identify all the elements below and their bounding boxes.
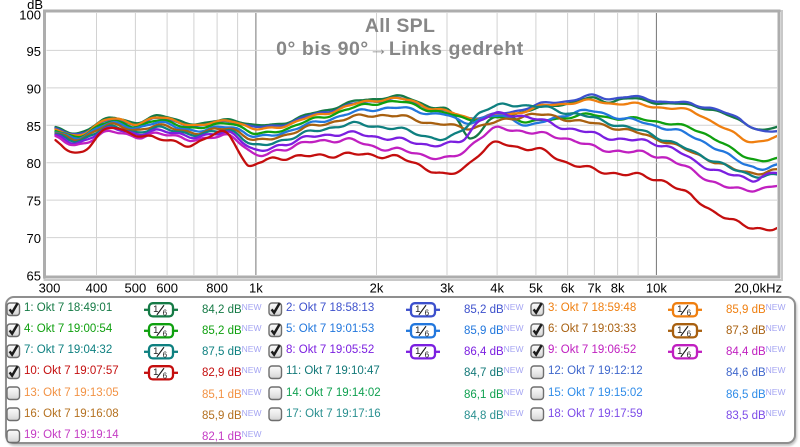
svg-text:6: 6 [686, 308, 691, 317]
svg-text:85: 85 [27, 119, 41, 134]
svg-text:6: 6 [686, 330, 691, 339]
svg-text:dB: dB [27, 0, 43, 12]
svg-text:1k: 1k [249, 281, 263, 296]
svg-text:6: 6 [162, 372, 167, 381]
svg-text:90: 90 [27, 81, 41, 96]
svg-text:1: 1 [153, 367, 158, 378]
svg-text:All SPL: All SPL [365, 15, 435, 37]
svg-text:100: 100 [19, 8, 41, 23]
svg-text:6: 6 [162, 330, 167, 339]
svg-text:80: 80 [27, 156, 41, 171]
svg-text:6: 6 [424, 330, 429, 339]
svg-text:4k: 4k [490, 281, 504, 296]
svg-text:95: 95 [27, 44, 41, 59]
svg-text:6: 6 [424, 351, 429, 360]
svg-text:1: 1 [677, 346, 682, 357]
svg-text:3k: 3k [440, 281, 454, 296]
svg-text:0° bis 90°→Links gedreht: 0° bis 90°→Links gedreht [276, 38, 524, 60]
svg-text:1: 1 [677, 304, 682, 315]
svg-text:8k: 8k [611, 281, 625, 296]
svg-text:6: 6 [424, 308, 429, 317]
svg-text:1: 1 [415, 325, 420, 336]
svg-text:300: 300 [39, 281, 61, 296]
svg-text:2k: 2k [370, 281, 384, 296]
svg-text:6: 6 [162, 308, 167, 317]
svg-text:1: 1 [677, 325, 682, 336]
svg-text:1: 1 [153, 325, 158, 336]
svg-text:6: 6 [686, 351, 691, 360]
svg-text:1: 1 [415, 346, 420, 357]
svg-text:1: 1 [153, 346, 158, 357]
svg-text:10k: 10k [646, 281, 667, 296]
svg-text:70: 70 [27, 231, 41, 246]
svg-text:400: 400 [86, 281, 108, 296]
svg-text:75: 75 [27, 194, 41, 209]
svg-text:1: 1 [153, 304, 158, 315]
svg-text:600: 600 [156, 281, 178, 296]
svg-text:7k: 7k [588, 281, 602, 296]
svg-text:6: 6 [162, 351, 167, 360]
svg-text:6k: 6k [561, 281, 575, 296]
svg-text:65: 65 [27, 269, 41, 284]
svg-text:5k: 5k [529, 281, 543, 296]
svg-text:1: 1 [415, 304, 420, 315]
svg-text:20,0kHz: 20,0kHz [734, 281, 782, 296]
svg-text:500: 500 [125, 281, 147, 296]
svg-text:800: 800 [206, 281, 228, 296]
